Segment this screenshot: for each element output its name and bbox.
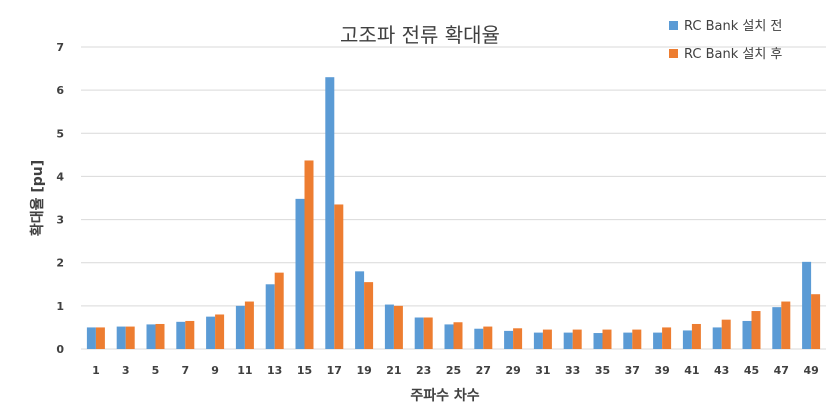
bar-after-39 xyxy=(662,327,672,349)
y-tick-label: 1 xyxy=(56,300,64,313)
bar-after-27 xyxy=(483,326,493,349)
bar-after-31 xyxy=(542,329,552,349)
x-tick-label: 25 xyxy=(446,364,461,377)
x-tick-label: 49 xyxy=(803,364,818,377)
x-tick-label: 19 xyxy=(356,364,371,377)
bar-before-13 xyxy=(265,284,275,349)
bar-before-17 xyxy=(325,77,335,349)
y-tick-label: 3 xyxy=(56,214,64,227)
bar-before-15 xyxy=(295,198,305,349)
x-tick-label: 27 xyxy=(476,364,491,377)
bar-before-49 xyxy=(802,261,812,349)
bar-after-3 xyxy=(125,326,135,349)
x-tick-label: 21 xyxy=(386,364,401,377)
y-axis-title: 확대율 [pu] xyxy=(29,160,46,236)
bar-after-43 xyxy=(721,319,731,349)
bar-after-35 xyxy=(602,329,612,349)
bar-before-19 xyxy=(355,271,365,349)
bar-before-7 xyxy=(176,321,186,349)
bar-before-45 xyxy=(742,320,752,349)
bar-after-25 xyxy=(453,322,463,349)
bar-before-33 xyxy=(563,332,573,349)
x-tick-label: 17 xyxy=(327,364,342,377)
bar-after-19 xyxy=(364,282,374,349)
bar-before-31 xyxy=(533,332,543,349)
y-tick-label: 6 xyxy=(56,84,64,97)
bar-after-45 xyxy=(751,311,761,349)
y-tick-label: 2 xyxy=(56,257,64,270)
x-tick-label: 11 xyxy=(237,364,252,377)
bar-before-1 xyxy=(86,327,96,349)
bar-before-25 xyxy=(444,324,454,349)
bar-before-5 xyxy=(146,324,156,349)
x-tick-label: 1 xyxy=(92,364,100,377)
bar-before-47 xyxy=(772,307,782,349)
bar-before-37 xyxy=(623,332,633,349)
x-tick-label: 47 xyxy=(774,364,789,377)
x-tick-label: 41 xyxy=(684,364,699,377)
bar-before-3 xyxy=(116,326,126,349)
chart-title: 고조파 전류 확대율 xyxy=(340,23,500,47)
bar-before-21 xyxy=(384,304,394,349)
x-tick-label: 31 xyxy=(535,364,550,377)
bar-before-29 xyxy=(504,330,514,349)
x-tick-label: 13 xyxy=(267,364,282,377)
x-tick-label: 15 xyxy=(297,364,312,377)
bar-after-49 xyxy=(811,294,821,349)
bar-before-39 xyxy=(653,332,663,349)
legend-label-after: RC Bank 설치 후 xyxy=(684,47,782,62)
bar-before-23 xyxy=(414,317,424,349)
x-tick-label: 37 xyxy=(625,364,640,377)
y-tick-labels: 0 1 2 3 4 5 6 7 xyxy=(56,41,64,356)
legend-swatch-before xyxy=(669,21,678,30)
x-tick-label: 43 xyxy=(714,364,729,377)
y-tick-label: 4 xyxy=(56,170,64,183)
bar-before-41 xyxy=(682,330,692,349)
bar-after-21 xyxy=(393,305,403,349)
bar-after-13 xyxy=(274,272,284,349)
bar-after-17 xyxy=(334,204,344,349)
bar-after-41 xyxy=(691,323,701,349)
x-tick-label: 35 xyxy=(595,364,610,377)
x-tick-label: 5 xyxy=(152,364,160,377)
bar-before-11 xyxy=(235,305,245,349)
bar-after-15 xyxy=(304,160,314,349)
bar-after-1 xyxy=(95,327,105,349)
x-tick-label: 33 xyxy=(565,364,580,377)
y-tick-label: 0 xyxy=(56,343,64,356)
x-tick-label: 45 xyxy=(744,364,759,377)
legend-swatch-after xyxy=(669,49,678,58)
bar-after-33 xyxy=(572,329,582,349)
x-tick-label: 3 xyxy=(122,364,130,377)
legend: RC Bank 설치 전 RC Bank 설치 후 xyxy=(669,19,782,62)
bar-after-29 xyxy=(513,328,523,349)
bar-before-43 xyxy=(712,327,722,349)
bar-before-9 xyxy=(206,316,216,349)
bar-after-37 xyxy=(632,329,642,349)
bar-after-47 xyxy=(781,301,791,349)
bar-after-7 xyxy=(185,320,195,349)
y-tick-label: 5 xyxy=(56,127,64,140)
x-tick-label: 39 xyxy=(654,364,669,377)
legend-label-before: RC Bank 설치 전 xyxy=(684,19,782,34)
bar-after-5 xyxy=(155,323,165,349)
bar-after-11 xyxy=(244,301,254,349)
bar-after-23 xyxy=(423,317,433,349)
bars xyxy=(86,77,821,349)
bar-before-35 xyxy=(593,333,603,349)
bar-after-9 xyxy=(215,314,225,349)
x-tick-label: 29 xyxy=(505,364,520,377)
y-tick-label: 7 xyxy=(56,41,64,54)
x-tick-labels: 1 3 5 7 9 11 13 15 17 19 21 23 25 27 29 31 33 35 37 39 41 43 4… xyxy=(92,364,819,377)
bar-before-27 xyxy=(474,328,484,349)
x-tick-label: 7 xyxy=(181,364,189,377)
x-axis-title: 주파수 차수 xyxy=(410,388,479,404)
grid-lines xyxy=(81,46,826,350)
x-tick-label: 9 xyxy=(211,364,219,377)
x-tick-label: 23 xyxy=(416,364,431,377)
